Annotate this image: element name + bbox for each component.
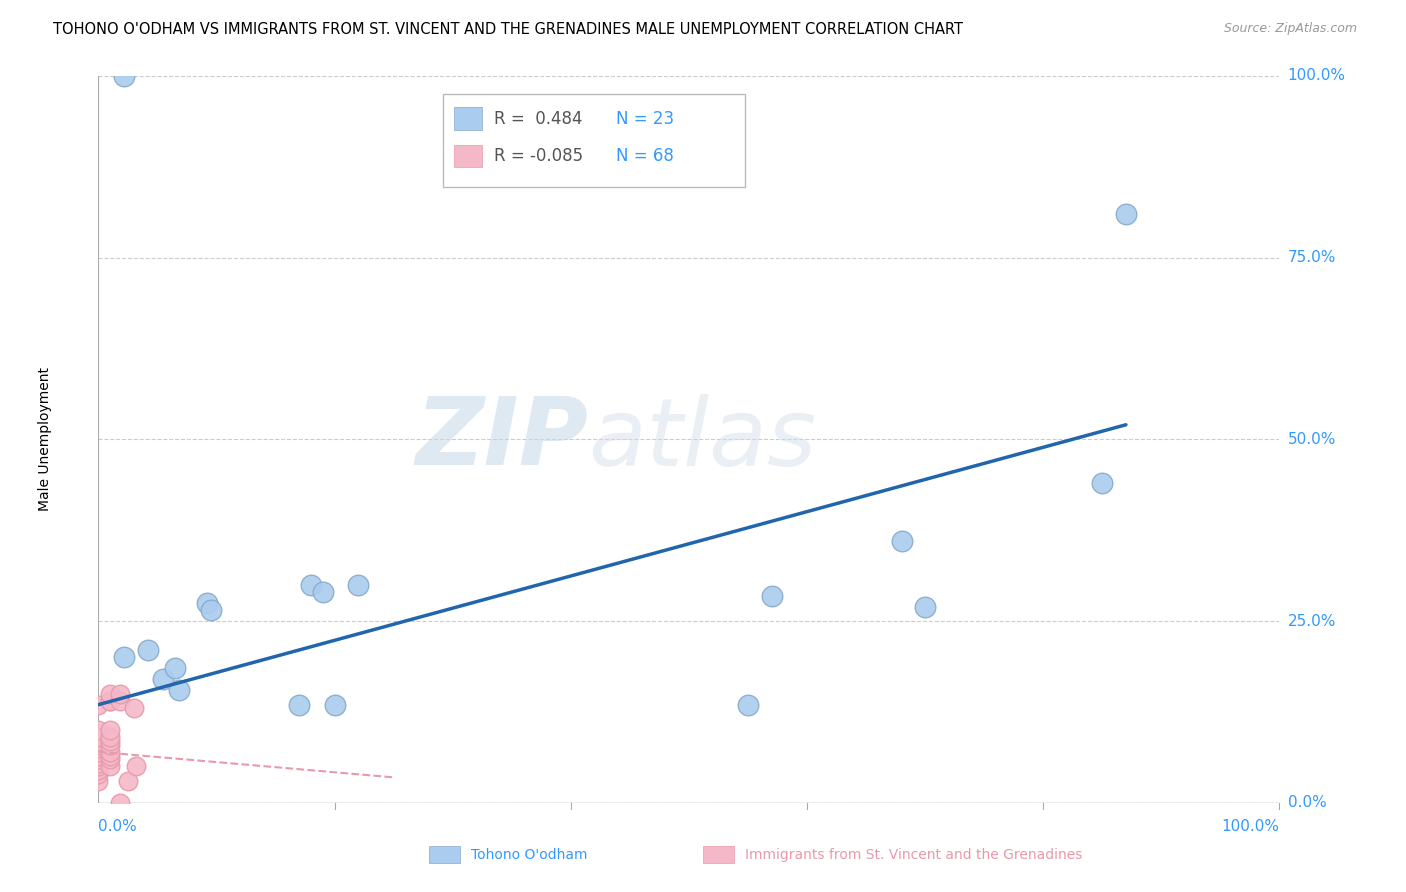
Point	[737, 698, 759, 712]
Text: R =  0.484: R = 0.484	[494, 110, 582, 128]
Point	[87, 698, 110, 712]
Point	[200, 603, 222, 617]
Text: ZIP: ZIP	[416, 393, 589, 485]
Point	[108, 687, 131, 701]
Point	[1115, 207, 1137, 221]
Point	[167, 683, 190, 698]
Point	[1091, 475, 1114, 490]
Point	[117, 774, 139, 789]
Point	[87, 741, 110, 756]
Point	[87, 759, 110, 773]
Text: 0.0%: 0.0%	[1288, 796, 1326, 810]
Point	[125, 759, 148, 773]
Point	[312, 585, 335, 599]
Point	[87, 723, 110, 737]
Text: Immigrants from St. Vincent and the Grenadines: Immigrants from St. Vincent and the Gren…	[745, 847, 1083, 862]
Point	[87, 738, 110, 752]
Point	[98, 738, 121, 752]
Text: Tohono O'odham: Tohono O'odham	[471, 847, 588, 862]
Point	[108, 694, 131, 708]
Text: 75.0%: 75.0%	[1288, 250, 1336, 265]
Point	[761, 589, 783, 603]
Point	[112, 69, 135, 83]
Point	[108, 796, 131, 810]
Text: atlas: atlas	[589, 393, 817, 485]
Text: R = -0.085: R = -0.085	[494, 147, 582, 165]
Point	[914, 599, 936, 614]
Text: 100.0%: 100.0%	[1222, 819, 1279, 834]
Point	[890, 534, 912, 549]
Point	[98, 759, 121, 773]
Point	[152, 672, 174, 686]
Point	[98, 694, 121, 708]
Point	[98, 687, 121, 701]
Point	[98, 723, 121, 737]
Point	[347, 578, 370, 592]
Point	[87, 763, 110, 777]
Point	[299, 578, 322, 592]
Point	[87, 748, 110, 763]
Text: TOHONO O'ODHAM VS IMMIGRANTS FROM ST. VINCENT AND THE GRENADINES MALE UNEMPLOYME: TOHONO O'ODHAM VS IMMIGRANTS FROM ST. VI…	[53, 22, 963, 37]
Text: Source: ZipAtlas.com: Source: ZipAtlas.com	[1223, 22, 1357, 36]
Point	[87, 766, 110, 780]
Point	[98, 748, 121, 763]
Point	[87, 774, 110, 789]
Text: 25.0%: 25.0%	[1288, 614, 1336, 629]
Text: N = 23: N = 23	[616, 110, 673, 128]
Point	[98, 734, 121, 748]
Text: 0.0%: 0.0%	[98, 819, 138, 834]
Point	[288, 698, 311, 712]
Text: N = 68: N = 68	[616, 147, 673, 165]
Point	[136, 643, 159, 657]
Point	[87, 734, 110, 748]
Point	[122, 701, 145, 715]
Point	[98, 694, 121, 708]
Text: 50.0%: 50.0%	[1288, 432, 1336, 447]
Point	[87, 752, 110, 766]
Point	[323, 698, 346, 712]
Text: 100.0%: 100.0%	[1288, 69, 1346, 83]
Point	[112, 650, 135, 665]
Point	[87, 745, 110, 759]
Point	[98, 731, 121, 745]
Point	[87, 756, 110, 770]
Text: Male Unemployment: Male Unemployment	[38, 368, 52, 511]
Point	[165, 661, 187, 675]
Point	[87, 731, 110, 745]
Point	[98, 745, 121, 759]
Point	[195, 596, 218, 610]
Point	[98, 752, 121, 766]
